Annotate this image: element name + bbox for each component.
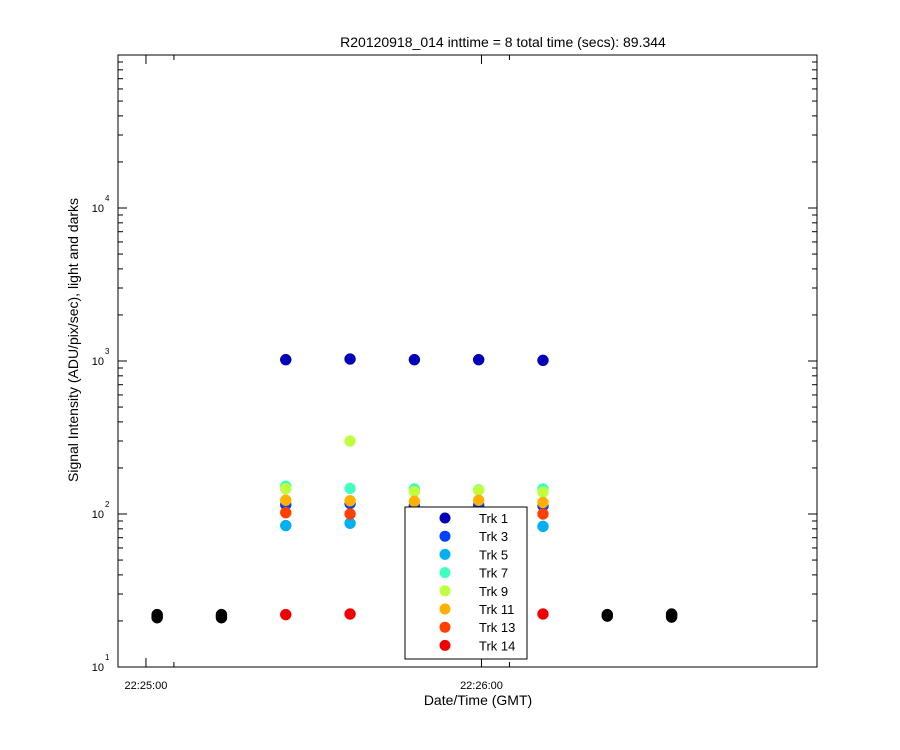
legend-marker bbox=[439, 567, 451, 579]
point-trk-14 bbox=[280, 608, 292, 621]
point-trk-1 bbox=[344, 353, 356, 365]
point-trk-9 bbox=[408, 485, 421, 498]
point-trk-13 bbox=[280, 506, 292, 519]
point-trk-11 bbox=[408, 495, 421, 508]
point-trk-9 bbox=[537, 486, 549, 498]
legend-marker bbox=[439, 621, 451, 633]
point-trk-9 bbox=[280, 483, 292, 495]
point-trk-14 bbox=[537, 608, 549, 620]
y-tick-label: 10 bbox=[92, 509, 104, 521]
chart-title: R20120918_014 inttime = 8 total time (se… bbox=[340, 34, 666, 50]
point-trk-11 bbox=[472, 494, 485, 506]
legend-label: Trk 14 bbox=[479, 638, 515, 653]
legend-marker bbox=[439, 639, 451, 651]
point-trk-11 bbox=[280, 494, 292, 506]
point-trk-14 bbox=[344, 608, 356, 620]
legend-label: Trk 9 bbox=[479, 584, 508, 599]
point-trk-11 bbox=[344, 495, 356, 507]
point-trk-5 bbox=[537, 520, 549, 533]
point-dark bbox=[215, 608, 228, 621]
point-trk-1 bbox=[472, 353, 485, 366]
legend-marker bbox=[439, 530, 451, 542]
x-axis-label: Date/Time (GMT) bbox=[424, 692, 532, 708]
y-tick-label: 10 bbox=[92, 203, 104, 215]
y-axis-label: Signal Intensity (ADU/pix/sec), light an… bbox=[65, 198, 81, 482]
legend-label: Trk 13 bbox=[479, 620, 515, 635]
data-points bbox=[151, 353, 678, 624]
point-trk-1 bbox=[408, 353, 421, 366]
point-trk-1 bbox=[280, 353, 292, 366]
y-tick-exponent: 1 bbox=[105, 653, 110, 662]
legend-label: Trk 1 bbox=[479, 511, 508, 526]
point-trk-13 bbox=[344, 508, 356, 520]
point-dark bbox=[601, 608, 614, 621]
point-trk-1 bbox=[537, 354, 549, 367]
legend-marker bbox=[439, 585, 451, 597]
legend-label: Trk 5 bbox=[479, 547, 508, 562]
y-tick-label: 10 bbox=[92, 662, 104, 674]
y-tick-exponent: 3 bbox=[105, 347, 110, 356]
point-trk-7 bbox=[344, 482, 356, 495]
point-trk-5 bbox=[280, 519, 292, 532]
point-trk-9 bbox=[472, 484, 485, 496]
x-tick-label: 22:25:00 bbox=[125, 680, 168, 692]
point-trk-11 bbox=[537, 496, 549, 509]
y-tick-exponent: 4 bbox=[105, 194, 110, 203]
legend-label: Trk 11 bbox=[479, 602, 514, 617]
y-tick-label: 10 bbox=[92, 356, 104, 368]
point-trk-13 bbox=[537, 508, 549, 520]
legend-label: Trk 7 bbox=[479, 566, 508, 581]
y-tick-exponent: 2 bbox=[105, 500, 110, 509]
point-dark bbox=[665, 608, 678, 620]
point-dark bbox=[151, 608, 163, 621]
legend-marker bbox=[439, 512, 451, 524]
point-trk-9 bbox=[344, 435, 356, 447]
x-tick-label: 22:26:00 bbox=[460, 680, 503, 692]
legend-label: Trk 3 bbox=[479, 529, 508, 544]
legend-box bbox=[404, 506, 528, 660]
legend-marker bbox=[439, 603, 451, 615]
legend: Trk 1 Trk 3 Trk 5 Trk 7 Trk 9 Trk 11 Trk 13 Trk… bbox=[404, 506, 528, 660]
x-axis: 22:25:00 22:26:00 bbox=[125, 55, 510, 692]
legend-marker bbox=[439, 548, 451, 560]
